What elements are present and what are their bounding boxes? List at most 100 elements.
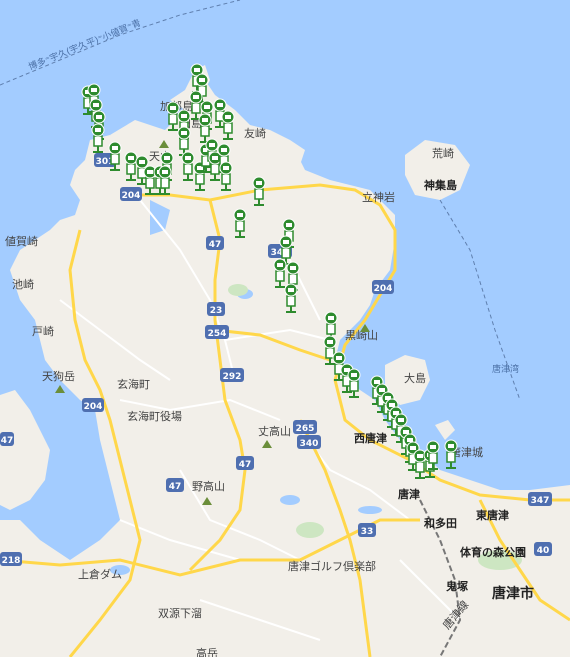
kamikura-dam-water	[110, 565, 130, 575]
pond-3	[358, 506, 382, 514]
route-shield-204-north: 204	[120, 187, 142, 201]
marker-pin[interactable]	[195, 73, 209, 103]
land-west	[0, 390, 50, 510]
label-golf: 唐津ゴルフ倶楽部	[288, 559, 376, 573]
route-shield-204-west: 204	[82, 398, 104, 412]
route-shield-47-c: 47	[166, 478, 184, 492]
label-karatsu-city: 唐津市	[492, 585, 534, 602]
route-shield-23: 23	[207, 302, 225, 316]
marker-pin[interactable]	[124, 151, 138, 181]
label-tomozaki: 友崎	[244, 126, 266, 140]
label-genkai-office: 玄海町役場	[127, 409, 182, 423]
route-shield-340-a: 340	[297, 435, 321, 449]
route-shield-265: 265	[293, 420, 317, 434]
label-kamikura-dam: 上倉ダム	[78, 567, 122, 581]
svg-text:23: 23	[210, 306, 223, 316]
island-kamishuujima	[405, 140, 470, 200]
label-sogenshita: 双源下溜	[158, 606, 202, 620]
svg-text:40: 40	[537, 546, 550, 556]
label-wadayama: 和多田	[424, 516, 457, 530]
label-nishikaratsu: 西唐津	[354, 431, 387, 445]
marker-pin[interactable]	[375, 383, 389, 413]
svg-text:265: 265	[296, 424, 315, 434]
marker-pin[interactable]	[198, 113, 212, 143]
park-1	[228, 284, 248, 296]
svg-text:204: 204	[374, 284, 393, 294]
inlet	[150, 200, 170, 235]
mountain-icon	[202, 497, 212, 505]
svg-text:47: 47	[1, 436, 14, 446]
route-shield-347: 347	[528, 492, 552, 506]
svg-text:347: 347	[531, 496, 550, 506]
svg-text:340: 340	[271, 248, 290, 258]
marker-pin[interactable]	[413, 449, 427, 479]
marker-pin[interactable]	[189, 90, 203, 120]
marker-pin[interactable]	[273, 258, 287, 288]
route-shield-40: 40	[534, 542, 552, 556]
marker-pin[interactable]	[279, 235, 293, 265]
mountain-icons	[55, 140, 370, 505]
svg-text:33: 33	[361, 527, 374, 537]
marker-pin[interactable]	[284, 283, 298, 313]
label-genkai: 玄海町	[117, 377, 150, 391]
route-shield-47-d: 47	[0, 432, 14, 446]
label-chigasaki: 値賀崎	[5, 234, 38, 248]
karatsu-bay-label: 唐津湾	[492, 363, 519, 375]
route-shield-47-a: 47	[206, 236, 224, 250]
marker-pin[interactable]	[158, 165, 172, 195]
island-small	[435, 420, 455, 440]
marker-pin[interactable]	[426, 440, 440, 470]
label-takayama: 高岳	[196, 646, 218, 657]
mountain-icon	[55, 385, 65, 393]
marker-pin[interactable]	[332, 351, 346, 381]
land-peninsula	[10, 130, 570, 657]
marker-pin[interactable]	[323, 335, 337, 365]
svg-text:47: 47	[239, 460, 252, 470]
mountain-icon	[159, 140, 169, 148]
label-higashikaratsu: 東唐津	[476, 508, 509, 522]
route-shield-204-east: 204	[372, 280, 394, 294]
marker-pin[interactable]	[233, 208, 247, 238]
label-tozaki: 戸崎	[32, 324, 54, 338]
marker-pin[interactable]	[108, 141, 122, 171]
marker-pin[interactable]	[135, 155, 149, 185]
svg-text:292: 292	[223, 372, 242, 382]
route-shield-292: 292	[220, 368, 244, 382]
marker-pin[interactable]	[252, 176, 266, 206]
label-nodakayama: 野高山	[192, 479, 225, 493]
marker-pin[interactable]	[444, 439, 458, 469]
label-tenguda: 天狗岳	[42, 370, 75, 383]
marker-pin[interactable]	[221, 110, 235, 140]
pond-2	[280, 495, 300, 505]
label-kamishuujima: 神集島	[424, 178, 457, 192]
marker-pin[interactable]	[177, 126, 191, 156]
label-sports-park: 体育の森公園	[460, 545, 526, 559]
marker-pin[interactable]	[181, 151, 195, 181]
marker-layer	[81, 63, 458, 479]
label-joyama: 丈高山	[258, 424, 291, 438]
mountain-icon	[262, 440, 272, 448]
label-onizuka: 鬼塚	[446, 579, 468, 593]
route-shield-33: 33	[358, 523, 376, 537]
svg-text:301: 301	[96, 157, 115, 167]
marker-pin[interactable]	[213, 98, 227, 128]
sea-route-line	[0, 0, 241, 86]
mountain-icon	[360, 324, 370, 332]
svg-text:340: 340	[300, 439, 319, 449]
svg-text:204: 204	[122, 191, 141, 201]
marker-pin[interactable]	[219, 161, 233, 191]
marker-pin[interactable]	[166, 101, 180, 131]
marker-pin[interactable]	[347, 368, 361, 398]
svg-text:218: 218	[2, 556, 21, 566]
svg-text:254: 254	[208, 329, 227, 339]
marker-pin[interactable]	[91, 123, 105, 153]
svg-text:204: 204	[84, 402, 103, 412]
label-tategamiiwa: 立神岩	[362, 190, 395, 204]
label-karatsu: 唐津	[398, 487, 420, 501]
sea-route-line-2	[439, 199, 521, 401]
label-arasaki: 荒崎	[432, 146, 454, 160]
label-karatsujo: 唐津城	[450, 445, 483, 459]
park-2	[296, 522, 324, 538]
route-shield-218: 218	[0, 552, 22, 566]
